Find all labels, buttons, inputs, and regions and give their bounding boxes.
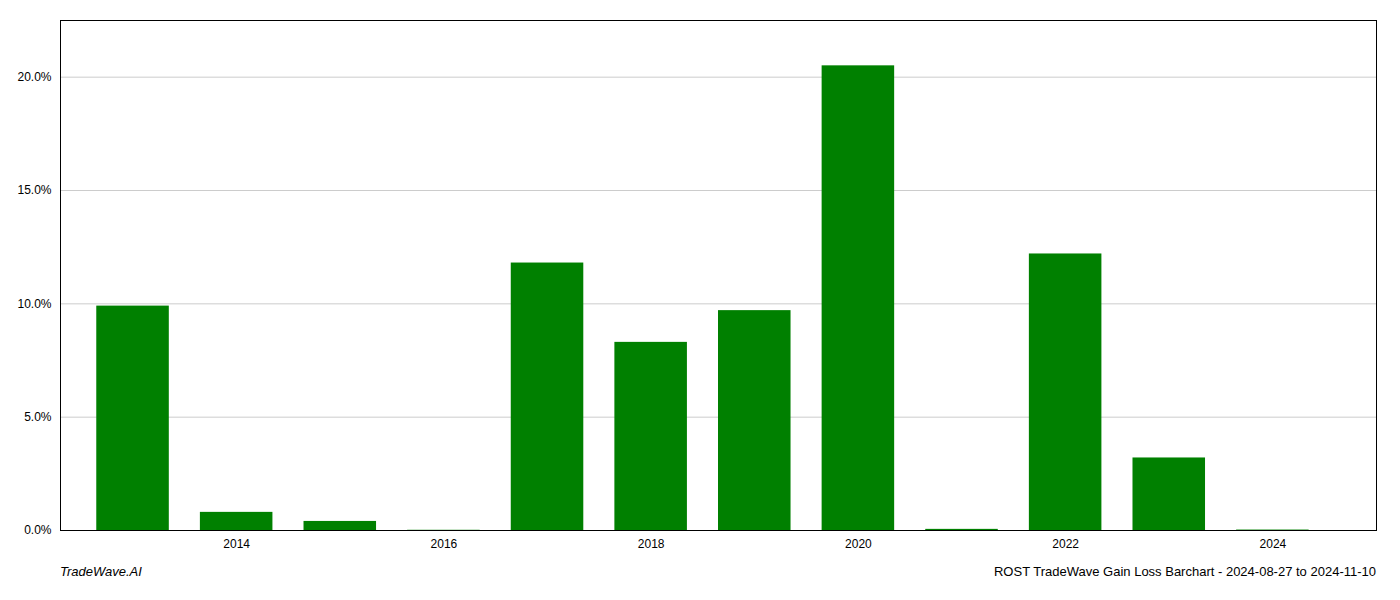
svg-text:10.0%: 10.0% <box>17 297 51 311</box>
svg-text:5.0%: 5.0% <box>24 410 52 424</box>
svg-text:2016: 2016 <box>431 537 458 551</box>
html-text:TradeWave.AI: TradeWave.AI <box>60 564 142 579</box>
svg-text:2020: 2020 <box>845 537 872 551</box>
svg-text:2014: 2014 <box>223 537 250 551</box>
svg-text:0.0%: 0.0% <box>24 523 52 537</box>
html-text:ROST TradeWave Gain Loss Barch: ROST TradeWave Gain Loss Barchart - 2024… <box>994 564 1376 579</box>
svg-text:2022: 2022 <box>1052 537 1079 551</box>
svg-text:2018: 2018 <box>638 537 665 551</box>
svg-text:20.0%: 20.0% <box>17 70 51 84</box>
svg-text:2024: 2024 <box>1260 537 1287 551</box>
svg-text:15.0%: 15.0% <box>17 183 51 197</box>
